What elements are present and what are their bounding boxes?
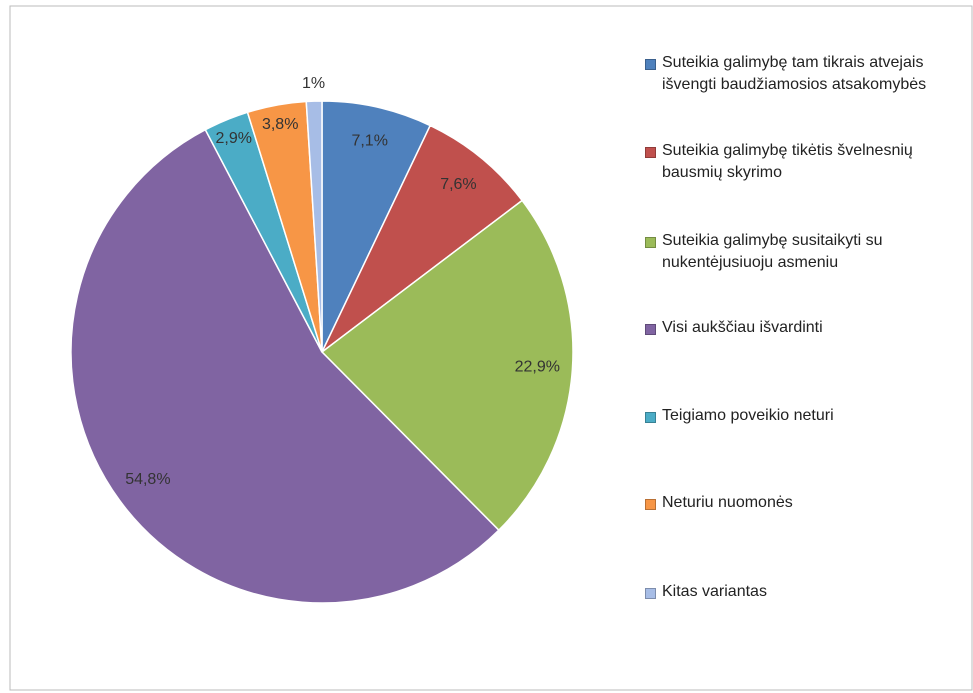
data-label: 3,8% (262, 116, 298, 133)
legend-swatch (645, 588, 656, 599)
legend-swatch (645, 147, 656, 158)
legend-swatch (645, 324, 656, 335)
legend-swatch (645, 59, 656, 70)
legend-item: Suteikia galimybę tam tikrais atvejais i… (645, 52, 945, 96)
legend-label: Kitas variantas (662, 583, 767, 600)
legend-item: Neturiu nuomonės (645, 492, 945, 514)
data-label: 54,8% (125, 471, 170, 488)
legend-label: Suteikia galimybę tam tikrais atvejais i… (662, 54, 927, 93)
legend-label: Neturiu nuomonės (662, 494, 793, 511)
legend-label: Suteikia galimybę susitaikyti su nukentė… (662, 232, 883, 271)
pie-slice (305, 100, 323, 353)
legend-item: Suteikia galimybę susitaikyti su nukentė… (645, 230, 945, 274)
legend-label: Suteikia galimybę tikėtis švelnesnių bau… (662, 142, 913, 181)
pie-slice (321, 124, 524, 353)
data-label: 7,1% (351, 133, 387, 150)
legend-label: Visi aukščiau išvardinti (662, 319, 823, 336)
data-label: 22,9% (515, 358, 560, 375)
legend-item: Visi aukščiau išvardinti (645, 317, 945, 339)
legend-swatch (645, 237, 656, 248)
legend-swatch (645, 499, 656, 510)
pie-slice (321, 100, 432, 353)
data-label: 1% (302, 75, 325, 92)
pie-slice (320, 199, 574, 532)
legend-item: Kitas variantas (645, 581, 945, 603)
legend-swatch (645, 412, 656, 423)
legend-item: Teigiamo poveikio neturi (645, 405, 945, 427)
data-label: 2,9% (215, 130, 251, 147)
legend-item: Suteikia galimybę tikėtis švelnesnių bau… (645, 140, 945, 184)
legend-label: Teigiamo poveikio neturi (662, 407, 834, 424)
pie-slice (70, 128, 500, 604)
chart-border (9, 5, 973, 691)
data-label: 7,6% (440, 176, 476, 193)
